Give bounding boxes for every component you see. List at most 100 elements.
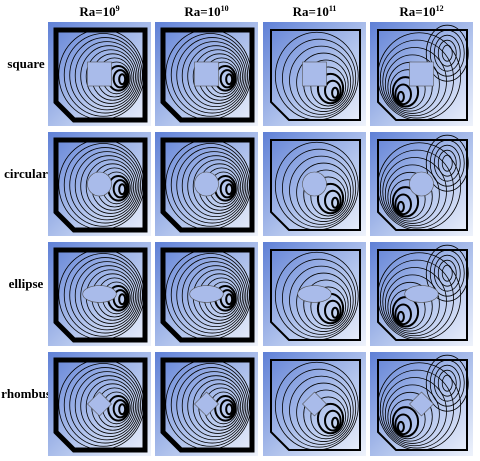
cavity-outline [270, 29, 361, 121]
cavity-outline [160, 27, 255, 123]
streamline [389, 69, 426, 110]
streamline [107, 395, 130, 422]
cavity-outline [377, 359, 468, 451]
streamline [74, 41, 140, 111]
streamline [225, 293, 234, 306]
streamline [316, 182, 345, 215]
cavity-outline [160, 247, 255, 343]
streamline [170, 363, 250, 447]
streamline [112, 179, 128, 199]
streamline [379, 39, 454, 119]
streamline [176, 367, 249, 444]
streamline [310, 176, 347, 217]
obstacle [87, 171, 112, 197]
cavity-outline [377, 29, 468, 121]
streamline [69, 147, 142, 224]
streamline-panel [263, 22, 366, 126]
streamline [303, 169, 349, 220]
column-header: Ra=109 [79, 4, 119, 19]
streamline [58, 28, 145, 120]
streamline [289, 45, 354, 115]
streamline [382, 377, 447, 447]
streamline [433, 34, 461, 72]
streamline [58, 248, 145, 340]
streamline [310, 396, 347, 437]
streamline [377, 362, 462, 451]
streamline [377, 142, 462, 231]
streamline [165, 138, 252, 230]
streamline [80, 45, 138, 108]
cavity-outline [377, 139, 468, 231]
streamline [165, 358, 252, 450]
streamline-panel [48, 132, 151, 236]
streamline [331, 306, 340, 319]
streamline [379, 259, 454, 339]
streamline [181, 41, 247, 111]
streamline [118, 73, 127, 86]
streamline [425, 134, 469, 192]
cavity-outline [53, 27, 148, 123]
streamline [429, 29, 465, 77]
streamline [192, 49, 243, 104]
streamline [394, 83, 412, 106]
streamline [274, 251, 359, 341]
obstacle [404, 285, 439, 303]
streamline [391, 406, 420, 438]
cavity-outline [270, 139, 361, 231]
streamline [80, 375, 138, 438]
column-header: Ra=1011 [293, 4, 337, 19]
streamline-panel [263, 352, 366, 456]
header-exponent: 12 [436, 4, 444, 13]
streamline [63, 363, 143, 447]
streamline [225, 403, 234, 416]
streamline [187, 375, 245, 438]
streamline [80, 265, 138, 328]
streamline-panel [155, 242, 258, 346]
streamline [433, 364, 461, 402]
streamline [69, 37, 142, 114]
streamline-panel [370, 242, 473, 346]
cavity-outline [377, 249, 468, 341]
cavity-outline [270, 359, 361, 451]
streamline [377, 252, 462, 341]
streamline-panel [370, 132, 473, 236]
streamline [225, 73, 234, 86]
streamline [384, 384, 440, 444]
streamline [187, 265, 245, 328]
streamline [282, 368, 357, 448]
streamline [274, 31, 359, 121]
header-exponent: 10 [221, 4, 229, 13]
streamline-panel [155, 352, 258, 456]
streamline-panel [370, 352, 473, 456]
streamline [74, 151, 140, 221]
streamline [437, 39, 457, 67]
streamline [382, 47, 447, 117]
streamline [165, 248, 252, 340]
streamline [274, 141, 359, 231]
streamline [433, 144, 461, 182]
streamline [324, 409, 342, 432]
streamline [331, 86, 340, 99]
streamline [324, 299, 342, 322]
streamline [425, 244, 469, 302]
streamline [112, 69, 128, 89]
streamline [331, 196, 340, 209]
streamline [187, 45, 245, 108]
column-header: Ra=1010 [184, 4, 228, 19]
streamline [384, 164, 440, 224]
streamline [74, 261, 140, 331]
streamline [310, 286, 347, 327]
streamline [63, 253, 143, 337]
obstacle [297, 285, 332, 303]
streamline [379, 149, 454, 229]
streamline [324, 189, 342, 212]
streamline [118, 403, 127, 416]
obstacle [194, 61, 219, 87]
streamline [437, 259, 457, 287]
streamline [429, 139, 465, 187]
streamline [282, 38, 357, 118]
streamline [296, 382, 352, 442]
streamline [58, 358, 145, 450]
column-header: Ra=1012 [399, 4, 443, 19]
streamline [219, 179, 235, 199]
